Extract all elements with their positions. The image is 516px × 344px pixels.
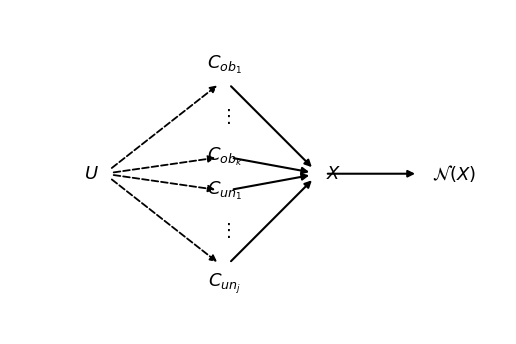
Text: $C_{ob_k}$: $C_{ob_k}$ xyxy=(206,146,243,168)
Text: $\mathcal{N}(X)$: $\mathcal{N}(X)$ xyxy=(431,163,476,184)
Text: $X$: $X$ xyxy=(326,165,341,183)
Text: $U$: $U$ xyxy=(84,165,99,183)
Text: $C_{un_j}$: $C_{un_j}$ xyxy=(208,272,241,296)
Text: $C_{un_1}$: $C_{un_1}$ xyxy=(207,180,242,202)
Text: $\vdots$: $\vdots$ xyxy=(218,107,231,126)
Text: $\vdots$: $\vdots$ xyxy=(218,221,231,240)
Text: $C_{ob_1}$: $C_{ob_1}$ xyxy=(207,54,242,76)
